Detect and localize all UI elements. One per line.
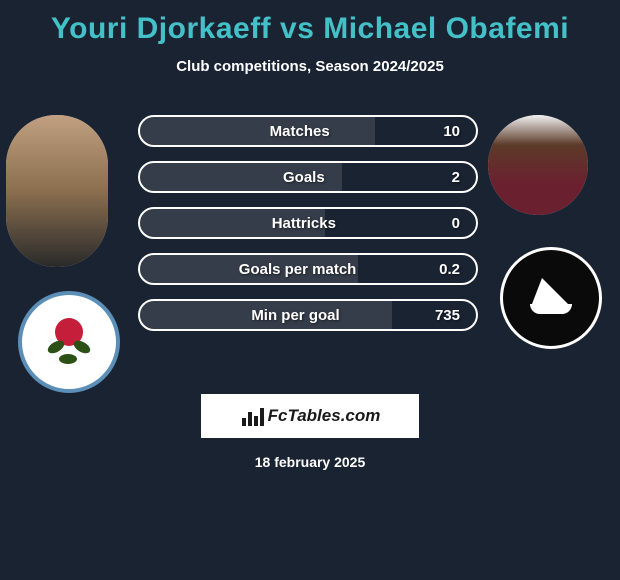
stat-bar-goals: Goals 2 <box>138 161 478 193</box>
stat-bar-goals-per-match: Goals per match 0.2 <box>138 253 478 285</box>
player2-name: Michael Obafemi <box>323 12 569 45</box>
stat-label: Matches <box>156 123 443 140</box>
stats-container: Matches 10 Goals 2 Hattricks 0 Goals per… <box>138 115 478 345</box>
stat-bar-min-per-goal: Min per goal 735 <box>138 299 478 331</box>
player1-photo <box>6 115 108 267</box>
stat-bar-matches: Matches 10 <box>138 115 478 147</box>
plymouth-ship-icon <box>526 278 576 318</box>
blackburn-rose-icon <box>39 312 99 372</box>
stat-value: 2 <box>452 169 460 186</box>
footer-brand-logo: FcTables.com <box>201 394 419 438</box>
stat-label: Min per goal <box>156 307 435 324</box>
player2-club-badge <box>500 247 602 349</box>
player2-face-placeholder <box>488 115 588 215</box>
stat-value: 735 <box>435 307 460 324</box>
player1-name: Youri Djorkaeff <box>51 12 271 45</box>
player1-club-badge <box>18 291 120 393</box>
player1-face-placeholder <box>6 115 108 267</box>
stat-bar-hattricks: Hattricks 0 <box>138 207 478 239</box>
comparison-title: Youri Djorkaeff vs Michael Obafemi <box>0 0 620 46</box>
stat-value: 0.2 <box>439 261 460 278</box>
footer-brand-text: FcTables.com <box>268 406 381 426</box>
date-text: 18 february 2025 <box>255 454 366 470</box>
stat-value: 10 <box>443 123 460 140</box>
stat-label: Goals <box>156 169 452 186</box>
fctables-chart-icon <box>240 406 264 426</box>
stat-value: 0 <box>452 215 460 232</box>
player2-photo <box>488 115 588 215</box>
stat-label: Goals per match <box>156 261 439 278</box>
stat-label: Hattricks <box>156 215 452 232</box>
subtitle: Club competitions, Season 2024/2025 <box>0 58 620 75</box>
vs-text: vs <box>271 12 323 45</box>
